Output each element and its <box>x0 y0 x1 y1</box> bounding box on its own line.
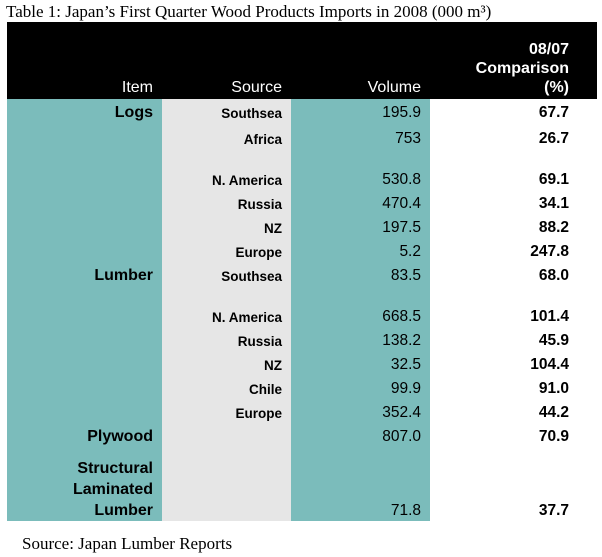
comparison-cell: 101.4 <box>530 308 569 325</box>
header-volume: Volume <box>291 22 430 99</box>
volume-cell: 530.8 <box>291 168 430 192</box>
comparison-cell: 68.0 <box>538 267 569 284</box>
item-cell <box>7 353 162 377</box>
table-row: Plywood 807.0 70.9 <box>7 425 597 449</box>
item-cell <box>7 240 162 264</box>
table-row: NZ 32.5 104.4 <box>7 353 597 377</box>
comparison-cell: 91.0 <box>538 380 569 397</box>
table-row: Lumber Southsea 83.5 68.0 <box>7 264 597 288</box>
source-cell: Africa <box>162 127 291 151</box>
volume-cell: 470.4 <box>291 192 430 216</box>
item-cell: Plywood <box>7 425 162 449</box>
item-cell <box>7 168 162 192</box>
source-cell: Europe <box>162 240 291 264</box>
comparison-cell: 70.9 <box>538 428 569 445</box>
volume-cell: 753 <box>291 127 430 151</box>
source-cell: NZ <box>162 353 291 377</box>
table-row: Russia 138.2 45.9 <box>7 329 597 353</box>
comparison-cell <box>430 288 597 305</box>
item-cell <box>7 401 162 425</box>
source-cell <box>162 151 291 168</box>
volume-cell: 32.5 <box>291 353 430 377</box>
comparison-cell: 104.4 <box>530 356 569 373</box>
source-note: Source: Japan Lumber Reports <box>22 534 233 553</box>
source-cell: NZ <box>162 216 291 240</box>
table-row: NZ 197.5 88.2 <box>7 216 597 240</box>
comparison-cell: 67.7 <box>538 104 569 121</box>
comparison-cell: 45.9 <box>538 332 569 349</box>
item-cell <box>7 305 162 329</box>
volume-cell: 352.4 <box>291 401 430 425</box>
table-row: Chile 99.9 91.0 <box>7 377 597 401</box>
source-cell: Europe <box>162 401 291 425</box>
volume-cell <box>291 288 430 305</box>
comparison-cell: 69.1 <box>538 171 569 188</box>
item-cell <box>7 127 162 151</box>
item-cell <box>7 192 162 216</box>
item-cell <box>7 216 162 240</box>
volume-cell: 138.2 <box>291 329 430 353</box>
volume-cell: 197.5 <box>291 216 430 240</box>
item-cell <box>7 329 162 353</box>
source-cell: Chile <box>162 377 291 401</box>
comparison-cell: 37.7 <box>538 502 569 519</box>
volume-cell: 668.5 <box>291 305 430 329</box>
header-source: Source <box>162 22 291 99</box>
volume-cell <box>291 151 430 168</box>
comparison-cell: 247.8 <box>530 243 569 260</box>
source-cell <box>162 425 291 449</box>
comparison-cell: 88.2 <box>538 219 569 236</box>
source-cell <box>162 288 291 305</box>
item-cell <box>7 288 162 305</box>
source-cell <box>162 449 291 521</box>
source-cell: N. America <box>162 305 291 329</box>
comparison-cell: 44.2 <box>538 404 569 421</box>
comparison-cell: 26.7 <box>538 130 569 147</box>
source-cell: Southsea <box>162 99 291 127</box>
volume-cell: 71.8 <box>291 449 430 521</box>
table-row: Russia 470.4 34.1 <box>7 192 597 216</box>
table-row: Europe 5.2 247.8 <box>7 240 597 264</box>
item-cell: Lumber <box>7 264 162 288</box>
table-row: N. America 530.8 69.1 <box>7 168 597 192</box>
item-cell <box>7 151 162 168</box>
comparison-cell: 34.1 <box>538 195 569 212</box>
header-comparison-line1: 08/07 <box>528 41 569 58</box>
header-comparison-line3: (%) <box>544 79 569 96</box>
table-row: Logs Southsea 195.9 67.7 <box>7 99 597 127</box>
source-cell: Southsea <box>162 264 291 288</box>
volume-cell: 195.9 <box>291 99 430 127</box>
source-cell: Russia <box>162 192 291 216</box>
header-comparison-line2: Comparison <box>475 60 569 77</box>
volume-cell: 807.0 <box>291 425 430 449</box>
table-row <box>7 288 597 305</box>
volume-cell: 5.2 <box>291 240 430 264</box>
item-cell <box>7 377 162 401</box>
table-row <box>7 151 597 168</box>
comparison-cell <box>430 151 597 168</box>
imports-table: Item Source Volume 08/07 Comparison (%) … <box>7 22 597 521</box>
header-comparison: 08/07 Comparison (%) <box>430 22 597 99</box>
header-item: Item <box>7 22 162 99</box>
volume-cell: 99.9 <box>291 377 430 401</box>
table-row: Europe 352.4 44.2 <box>7 401 597 425</box>
source-cell: Russia <box>162 329 291 353</box>
table-caption: Table 1: Japan’s First Quarter Wood Prod… <box>6 2 492 21</box>
table-row: Structural Laminated Lumber 71.8 37.7 <box>7 449 597 521</box>
header-row: Item Source Volume 08/07 Comparison (%) <box>7 22 597 99</box>
table-row: N. America 668.5 101.4 <box>7 305 597 329</box>
table-row: Africa 753 26.7 <box>7 127 597 151</box>
item-cell: Logs <box>7 99 162 127</box>
source-cell: N. America <box>162 168 291 192</box>
item-cell: Structural Laminated Lumber <box>7 449 162 521</box>
volume-cell: 83.5 <box>291 264 430 288</box>
